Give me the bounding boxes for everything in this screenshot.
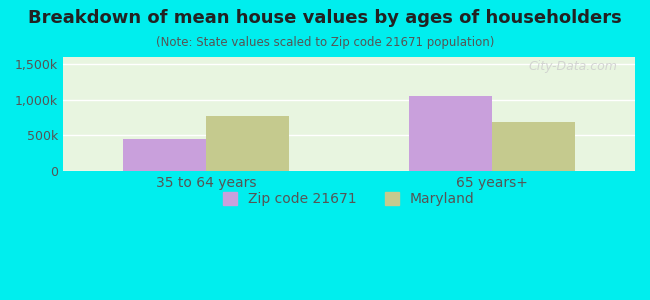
Bar: [409, 96, 492, 171]
Legend: Zip code 21671, Maryland: Zip code 21671, Maryland: [218, 187, 480, 212]
Bar: [492, 122, 575, 171]
Bar: [206, 116, 289, 171]
Text: City-Data.com: City-Data.com: [529, 60, 618, 74]
Text: (Note: State values scaled to Zip code 21671 population): (Note: State values scaled to Zip code 2…: [156, 36, 494, 49]
Bar: [123, 139, 206, 171]
Text: Breakdown of mean house values by ages of householders: Breakdown of mean house values by ages o…: [28, 9, 622, 27]
